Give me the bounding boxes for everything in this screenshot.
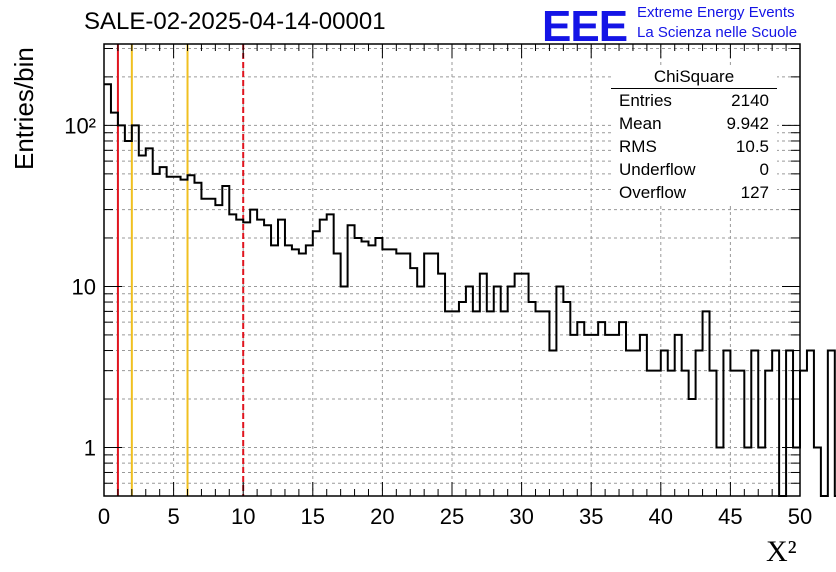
stats-row-underflow: Underflow 0 [611, 158, 777, 181]
stats-label: Entries [619, 91, 672, 110]
stats-row-mean: Mean 9.942 [611, 112, 777, 135]
stats-value: 10.5 [735, 137, 769, 156]
stats-label: Overflow [619, 183, 687, 202]
eee-logo: EEE [542, 2, 628, 51]
chart-title: SALE-02-2025-04-14-00001 [84, 8, 386, 35]
y-tick-label: 10 [72, 274, 96, 299]
x-tick-label: 25 [440, 504, 464, 529]
y-axis-label: Entries/bin [9, 47, 39, 170]
y-tick-label: 1 [84, 436, 96, 461]
x-tick-label: 45 [718, 504, 742, 529]
x-tick-label: 35 [579, 504, 603, 529]
histogram [104, 83, 836, 497]
y-tick-label: 10² [64, 113, 96, 138]
stats-value: 2140 [731, 91, 769, 110]
x-tick-label: 5 [167, 504, 179, 529]
stats-label: RMS [619, 137, 657, 156]
x-tick-label: 15 [301, 504, 325, 529]
stats-box: ChiSquare Entries 2140 Mean 9.942 RMS 10… [611, 66, 777, 206]
x-tick-label: 30 [509, 504, 533, 529]
x-tick-label: 40 [649, 504, 673, 529]
x-tick-label: 10 [231, 504, 255, 529]
x-tick-label: 0 [98, 504, 110, 529]
stats-value: 9.942 [726, 114, 769, 133]
x-tick-label: 50 [788, 504, 812, 529]
stats-row-rms: RMS 10.5 [611, 135, 777, 158]
stats-value: 127 [740, 183, 769, 202]
stats-row-entries: Entries 2140 [611, 89, 777, 112]
x-axis-label: X² [766, 535, 797, 568]
stats-title: ChiSquare [611, 66, 777, 89]
logo-line-1: Extreme Energy Events [637, 4, 795, 21]
axis-ticks: 0 5 10 15 20 25 30 35 40 45 50 1 10 10² [64, 44, 812, 529]
stats-label: Mean [619, 114, 662, 133]
logo-line-2: La Scienza nelle Scuole [637, 24, 798, 41]
stats-value: 0 [759, 160, 769, 179]
histogram-step-line [104, 83, 836, 497]
reference-lines [116, 44, 245, 496]
stats-label: Underflow [619, 160, 696, 179]
x-tick-label: 20 [370, 504, 394, 529]
stats-row-overflow: Overflow 127 [611, 181, 777, 204]
